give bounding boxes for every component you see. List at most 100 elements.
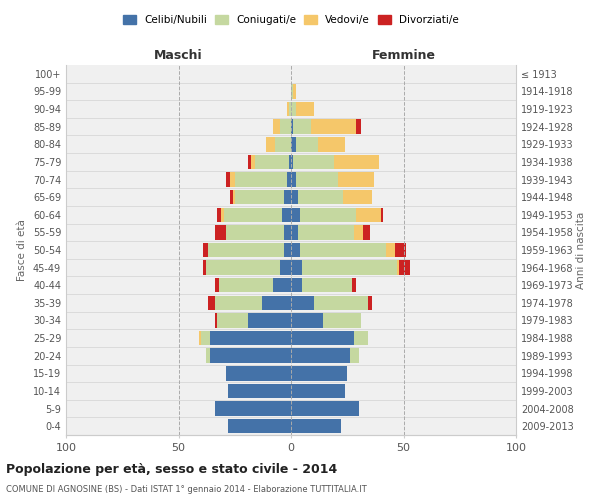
Text: Femmine: Femmine (371, 50, 436, 62)
Legend: Celibi/Nubili, Coniugati/e, Vedovi/e, Divorziati/e: Celibi/Nubili, Coniugati/e, Vedovi/e, Di… (119, 11, 463, 30)
Bar (318, 137, 345, 152)
Bar (397, 260, 399, 275)
Bar (226, 366, 291, 380)
Bar (381, 208, 383, 222)
Bar (291, 384, 345, 398)
Bar (203, 243, 208, 257)
Bar (291, 278, 302, 292)
Bar (289, 102, 291, 117)
Bar (203, 260, 205, 275)
Bar (296, 137, 318, 152)
Bar (235, 172, 287, 186)
Bar (208, 243, 284, 257)
Y-axis label: Fasce di età: Fasce di età (17, 219, 27, 281)
Bar (273, 120, 280, 134)
Bar (291, 260, 302, 275)
Bar (314, 296, 367, 310)
Bar (354, 225, 363, 240)
Bar (217, 208, 221, 222)
Text: Maschi: Maschi (154, 50, 203, 62)
Bar (356, 208, 381, 222)
Bar (217, 314, 248, 328)
Bar (226, 172, 230, 186)
Bar (205, 260, 280, 275)
Bar (296, 102, 314, 117)
Y-axis label: Anni di nascita: Anni di nascita (577, 212, 586, 288)
Bar (363, 225, 370, 240)
Bar (251, 154, 255, 169)
Bar (215, 296, 262, 310)
Bar (352, 278, 356, 292)
Bar (205, 348, 210, 363)
Bar (280, 120, 291, 134)
Bar (284, 243, 291, 257)
Bar (291, 243, 300, 257)
Bar (291, 190, 298, 204)
Bar (235, 190, 284, 204)
Bar (287, 172, 291, 186)
Bar (219, 278, 273, 292)
Bar (334, 154, 379, 169)
Bar (215, 225, 226, 240)
Bar (395, 243, 406, 257)
Bar (287, 102, 289, 117)
Bar (338, 172, 374, 186)
Bar (298, 225, 354, 240)
Bar (291, 314, 323, 328)
Bar (280, 260, 291, 275)
Bar (291, 225, 298, 240)
Bar (215, 402, 291, 416)
Bar (291, 137, 296, 152)
Bar (291, 120, 293, 134)
Bar (221, 208, 223, 222)
Bar (298, 190, 343, 204)
Bar (215, 278, 219, 292)
Bar (248, 314, 291, 328)
Bar (367, 296, 372, 310)
Bar (289, 154, 291, 169)
Bar (233, 190, 235, 204)
Bar (291, 331, 354, 345)
Bar (302, 260, 397, 275)
Bar (349, 348, 359, 363)
Text: Popolazione per età, sesso e stato civile - 2014: Popolazione per età, sesso e stato civil… (6, 462, 337, 475)
Bar (210, 331, 291, 345)
Bar (291, 402, 359, 416)
Bar (210, 348, 291, 363)
Bar (386, 243, 395, 257)
Bar (291, 348, 349, 363)
Text: COMUNE DI AGNOSINE (BS) - Dati ISTAT 1° gennaio 2014 - Elaborazione TUTTITALIA.I: COMUNE DI AGNOSINE (BS) - Dati ISTAT 1° … (6, 485, 367, 494)
Bar (228, 384, 291, 398)
Bar (293, 84, 296, 98)
Bar (230, 190, 233, 204)
Bar (228, 419, 291, 434)
Bar (291, 172, 296, 186)
Bar (291, 296, 314, 310)
Bar (230, 172, 235, 186)
Bar (343, 190, 372, 204)
Bar (248, 154, 251, 169)
Bar (273, 278, 291, 292)
Bar (199, 331, 201, 345)
Bar (284, 190, 291, 204)
Bar (255, 154, 289, 169)
Bar (215, 314, 217, 328)
Bar (300, 243, 386, 257)
Bar (208, 296, 215, 310)
Bar (296, 172, 338, 186)
Bar (354, 331, 367, 345)
Bar (399, 260, 410, 275)
Bar (291, 154, 293, 169)
Bar (262, 296, 291, 310)
Bar (291, 84, 293, 98)
Bar (293, 154, 334, 169)
Bar (293, 120, 311, 134)
Bar (291, 208, 300, 222)
Bar (300, 208, 356, 222)
Bar (291, 366, 347, 380)
Bar (284, 225, 291, 240)
Bar (223, 208, 282, 222)
Bar (275, 137, 291, 152)
Bar (282, 208, 291, 222)
Bar (291, 419, 341, 434)
